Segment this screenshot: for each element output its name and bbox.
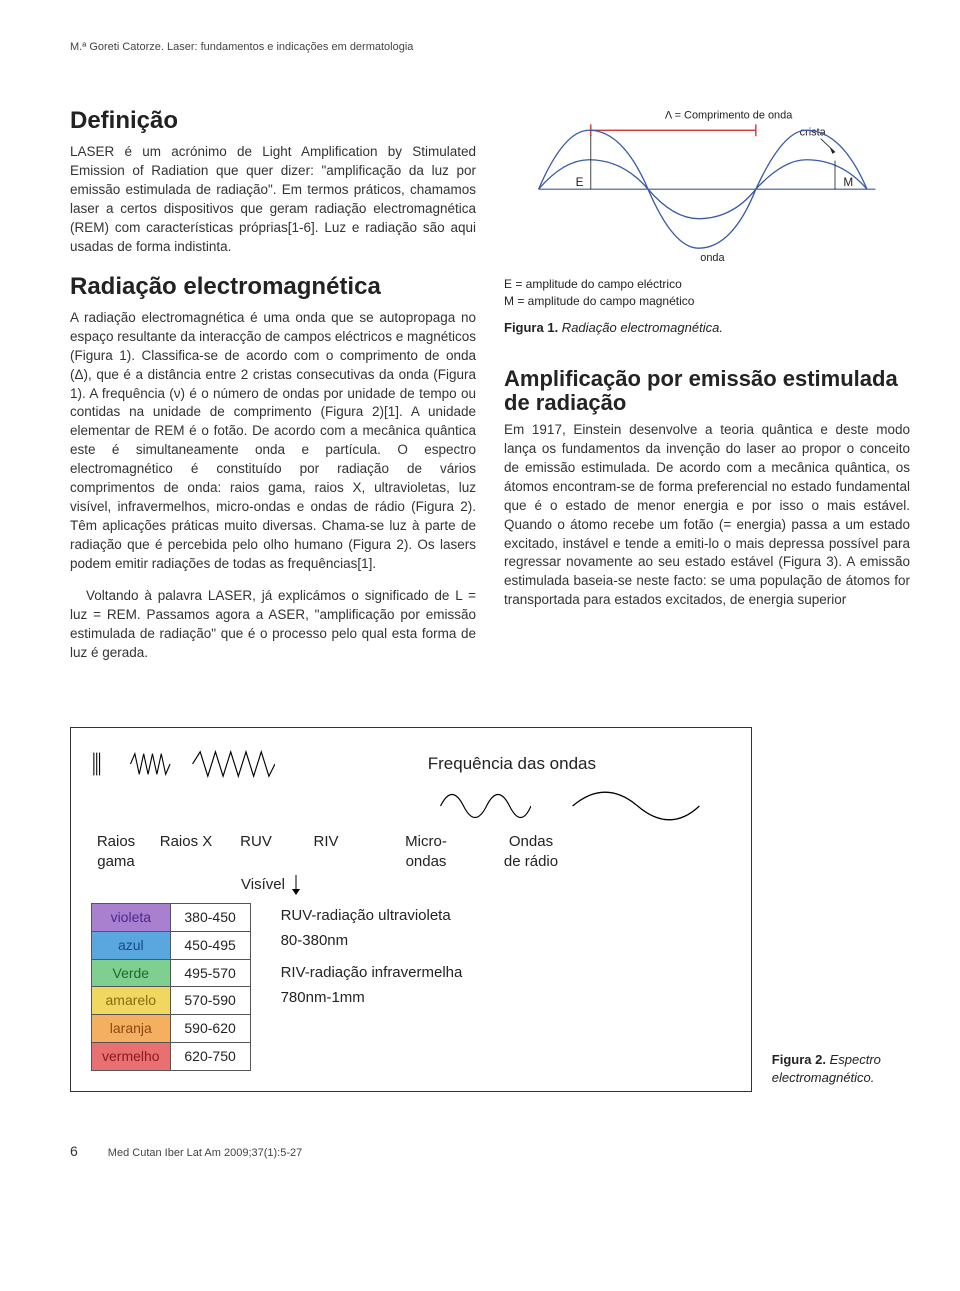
- visible-spectrum-table: violeta380-450azul450-495Verde495-570ama…: [91, 903, 251, 1071]
- body-radiacao-1: A radiação electromagnética é uma onda q…: [70, 309, 476, 573]
- spectrum-color-name: amarelo: [92, 987, 171, 1015]
- spectrum-row: vermelho620-750: [92, 1043, 251, 1071]
- spectrum-range: 570-590: [170, 987, 250, 1015]
- figure-1: Λ = Comprimento de onda crista E: [504, 105, 910, 309]
- body-definicao: LASER é um acrónimo de Light Amplificati…: [70, 143, 476, 256]
- lbl-micro: Micro- ondas: [371, 832, 481, 873]
- spectrum-row: azul450-495: [92, 931, 251, 959]
- section-title-radiacao: Radiação electromagnética: [70, 271, 476, 303]
- visivel-arrow-icon: [289, 875, 303, 895]
- spectrum-color-name: vermelho: [92, 1043, 171, 1071]
- page-header: M.ª Goreti Catorze. Laser: fundamentos e…: [70, 40, 910, 55]
- left-column: Definição LASER é um acrónimo de Light A…: [70, 105, 476, 677]
- body-radiacao-2: Voltando à palavra LASER, já explicámos …: [70, 587, 476, 663]
- fig2-labels: Raios gama Raios X RUV RIV Micro- ondas …: [91, 832, 731, 873]
- spectrum-color-name: laranja: [92, 1015, 171, 1043]
- fig1-legend-m: M = amplitude do campo magnético: [504, 293, 910, 310]
- e-label: E: [576, 176, 584, 189]
- spectrum-range: 620-750: [170, 1043, 250, 1071]
- fig1-caption-ital: Radiação electromagnética.: [558, 320, 723, 335]
- crista-label: crista: [800, 126, 827, 138]
- fig1-caption: Figura 1. Radiação electromagnética.: [504, 319, 910, 337]
- spectrum-row: amarelo570-590: [92, 987, 251, 1015]
- lbl-riv: RIV: [291, 832, 361, 873]
- spectrum-row: Verde495-570: [92, 959, 251, 987]
- section-title-amplificacao: Amplificação por emissão estimulada de r…: [504, 367, 910, 415]
- fig2-caption-bold: Figura 2.: [772, 1052, 826, 1067]
- fig2-bottom: violeta380-450azul450-495Verde495-570ama…: [91, 903, 731, 1071]
- right-column: Λ = Comprimento de onda crista E: [504, 105, 910, 677]
- lbl-raios-gama: Raios gama: [91, 832, 141, 873]
- page-number: 6: [70, 1142, 78, 1161]
- spectrum-range: 495-570: [170, 959, 250, 987]
- page-footer: 6 Med Cutan Iber Lat Am 2009;37(1):5-27: [70, 1142, 910, 1161]
- wave-micro-icon: [571, 786, 701, 826]
- lbl-ruv: RUV: [231, 832, 281, 873]
- fig2-waves-row-2: [91, 786, 731, 826]
- fig1-caption-bold: Figura 1.: [504, 320, 558, 335]
- lbl-raios-x: Raios X: [151, 832, 221, 873]
- crista-arrow: [821, 139, 835, 152]
- spectrum-row: laranja590-620: [92, 1015, 251, 1043]
- wave-ir-icon: [439, 786, 531, 826]
- spectrum-row: violeta380-450: [92, 903, 251, 931]
- fig1-legend-e: E = amplitude do campo eléctrico: [504, 276, 910, 293]
- visivel-text: Visível: [241, 876, 285, 893]
- fig2-caption: Figura 2. Espectro electromagnético.: [772, 1051, 910, 1092]
- m-label: M: [843, 176, 853, 189]
- riv-line: RIV-radiação infravermelha: [281, 960, 463, 986]
- ruv-riv-legend: RUV-radiação ultravioleta 80-380nm RIV-r…: [281, 903, 463, 1011]
- figure-2: Frequência das ondas Raios gama Raios X …: [70, 727, 752, 1092]
- two-column-layout: Definição LASER é um acrónimo de Light A…: [70, 105, 910, 677]
- spectrum-color-name: azul: [92, 931, 171, 959]
- fig1-legend: E = amplitude do campo eléctrico M = amp…: [504, 276, 910, 310]
- lambda-label: Λ = Comprimento de onda: [665, 109, 793, 121]
- wave-uv-icon: [191, 744, 275, 784]
- spectrum-color-name: Verde: [92, 959, 171, 987]
- wave-x-icon: [129, 744, 173, 784]
- figure-2-row: Frequência das ondas Raios gama Raios X …: [70, 727, 910, 1092]
- fig2-waves-row: Frequência das ondas: [91, 744, 731, 784]
- citation: Med Cutan Iber Lat Am 2009;37(1):5-27: [108, 1146, 302, 1161]
- riv-range: 780nm-1mm: [281, 985, 463, 1011]
- wave-diagram-svg: Λ = Comprimento de onda crista E: [504, 105, 910, 265]
- spectrum-color-name: violeta: [92, 903, 171, 931]
- spectrum-range: 380-450: [170, 903, 250, 931]
- onda-label: onda: [700, 252, 725, 264]
- spectrum-range: 450-495: [170, 931, 250, 959]
- ruv-line: RUV-radiação ultravioleta: [281, 903, 463, 929]
- wave-gamma-icon: [91, 744, 111, 784]
- section-title-definicao: Definição: [70, 105, 476, 137]
- ruv-range: 80-380nm: [281, 928, 463, 954]
- freq-title: Frequência das ondas: [428, 753, 596, 776]
- lbl-radio: Ondas de rádio: [491, 832, 571, 873]
- visivel-label: Visível: [241, 875, 731, 895]
- spectrum-range: 590-620: [170, 1015, 250, 1043]
- body-amplificacao: Em 1917, Einstein desenvolve a teoria qu…: [504, 421, 910, 610]
